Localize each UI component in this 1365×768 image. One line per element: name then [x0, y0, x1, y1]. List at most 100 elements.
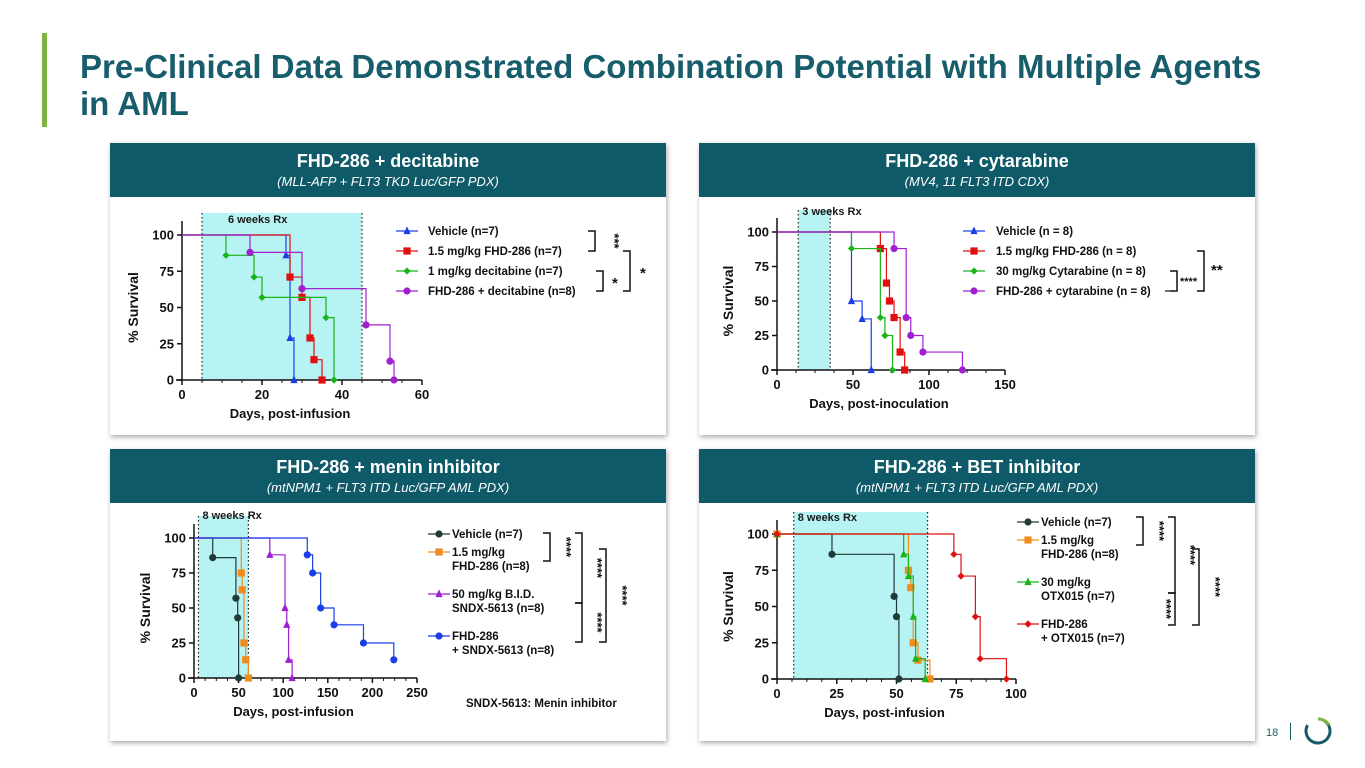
square-marker	[882, 279, 891, 287]
significance-label: ****	[1159, 599, 1174, 620]
significance-brackets: ******	[1165, 250, 1223, 292]
triangle-marker	[921, 674, 929, 683]
circle-marker	[235, 674, 243, 682]
square-marker	[244, 674, 253, 682]
legend-label: Vehicle (n=7)	[428, 226, 499, 238]
diamond-marker	[888, 366, 897, 374]
square-marker	[238, 586, 246, 594]
diamond-marker	[258, 293, 266, 301]
significance-bracket	[1197, 250, 1205, 292]
triangle-marker	[912, 654, 920, 662]
significance-label: ****	[559, 537, 574, 558]
circle-marker	[232, 594, 240, 602]
circle-marker	[386, 357, 394, 365]
x-tick-label: 100	[918, 377, 940, 392]
significance-bracket	[1168, 516, 1176, 594]
circle-marker	[890, 592, 898, 600]
circle-marker	[246, 248, 254, 256]
y-tick-label: 75	[755, 563, 769, 578]
x-tick-label: 75	[949, 686, 963, 701]
panel-header: FHD-286 + decitabine (MLL-AFP + FLT3 TKD…	[110, 143, 666, 197]
treatment-window-label: 3 weeks Rx	[802, 206, 862, 218]
legend-label: OTX015 (n=7)	[1041, 591, 1115, 603]
triangle-marker	[284, 655, 293, 663]
square-marker	[240, 639, 248, 647]
x-axis-label: Days, post-inoculation	[809, 396, 948, 411]
x-tick-label: 60	[415, 387, 429, 402]
y-tick-label: 25	[755, 328, 769, 343]
triangle-marker	[282, 250, 290, 259]
x-tick-label: 100	[272, 685, 294, 700]
series-3	[777, 231, 897, 374]
triangle-marker	[288, 673, 296, 682]
diamond-marker	[403, 267, 411, 275]
y-axis-label: % Survival	[720, 571, 736, 642]
square-marker	[907, 584, 915, 592]
x-tick-label: 150	[994, 377, 1016, 392]
survival-chart-menin: 8 weeks Rx 0 25 50 75 100 0 50 100 150 200 250 Days,…	[137, 510, 630, 719]
series-3	[182, 234, 338, 384]
legend-label: 1.5 mg/kg	[452, 547, 505, 559]
panel-subtitle: (MLL-AFP + FLT3 TKD Luc/GFP PDX)	[277, 174, 499, 189]
legend-label: Vehicle (n=7)	[452, 529, 523, 541]
treatment-window-label: 8 weeks Rx	[202, 510, 262, 522]
legend-label: 1 mg/kg decitabine (n=7)	[428, 266, 563, 278]
significance-label: ****	[590, 558, 605, 579]
square-marker	[403, 247, 411, 255]
legend-label: SNDX-5613 (n=8)	[452, 603, 545, 615]
y-tick-label: 75	[755, 259, 769, 274]
title-accent-bar	[42, 33, 47, 127]
y-axis-label: % Survival	[125, 272, 141, 343]
series-line	[777, 231, 906, 370]
significance-brackets: **** **** **** ****	[1136, 516, 1223, 626]
significance-label: ****	[1183, 545, 1198, 566]
legend-label: 30 mg/kg	[1041, 577, 1091, 589]
diamond-marker	[976, 655, 984, 663]
y-tick-label: 0	[179, 671, 186, 686]
treatment-window-label: 6 weeks Rx	[228, 214, 288, 226]
circle-marker	[890, 244, 898, 253]
series-line	[777, 533, 1008, 679]
x-tick-label: 50	[889, 686, 903, 701]
significance-bracket	[1136, 516, 1144, 546]
panel-header: FHD-286 + BET inhibitor (mtNPM1 + FLT3 I…	[699, 449, 1255, 503]
series-1	[194, 537, 243, 682]
circle-marker	[958, 366, 967, 374]
triangle-marker	[283, 620, 291, 628]
survival-chart-cytarabine: 3 weeks Rx 0 25 50 75 100 0 50 100 150 Days, post-…	[720, 206, 1223, 411]
legend-label: Vehicle (n = 8)	[996, 226, 1073, 238]
circle-marker	[359, 639, 368, 647]
circle-marker	[317, 604, 325, 612]
legend-label: + OTX015 (n=7)	[1041, 633, 1125, 645]
series-line	[777, 533, 926, 679]
panel-title: FHD-286 + decitabine	[296, 151, 480, 171]
diamond-marker	[950, 550, 958, 558]
chart-panel-menin: FHD-286 + menin inhibitor (mtNPM1 + FLT3…	[110, 449, 666, 741]
x-axis-label: Days, post-infusion	[824, 705, 945, 720]
significance-label: ****	[1180, 276, 1198, 288]
triangle-marker	[904, 571, 913, 580]
square-marker	[435, 548, 443, 556]
panel-title: FHD-286 + BET inhibitor	[873, 457, 1081, 477]
triangle-marker	[266, 550, 274, 558]
significance-bracket	[1192, 548, 1200, 626]
square-marker	[1024, 536, 1032, 544]
significance-brackets: *****	[588, 230, 646, 292]
circle-marker	[330, 621, 338, 629]
significance-bracket	[1168, 592, 1176, 626]
significance-label: ****	[1208, 577, 1223, 598]
y-tick-label: 75	[160, 264, 174, 279]
y-tick-label: 50	[755, 294, 769, 309]
series-3	[194, 537, 296, 682]
square-marker	[901, 366, 909, 374]
x-tick-label: 40	[335, 387, 349, 402]
legend-label: 1.5 mg/kg	[1041, 535, 1094, 547]
circle-marker	[209, 554, 217, 562]
series-4	[194, 537, 398, 664]
page-number: 18	[1266, 727, 1279, 739]
triangle-marker	[900, 549, 908, 558]
diamond-marker	[970, 267, 978, 275]
y-tick-label: 25	[755, 635, 769, 650]
significance-label: ****	[1152, 521, 1167, 542]
diamond-marker	[1024, 620, 1032, 628]
